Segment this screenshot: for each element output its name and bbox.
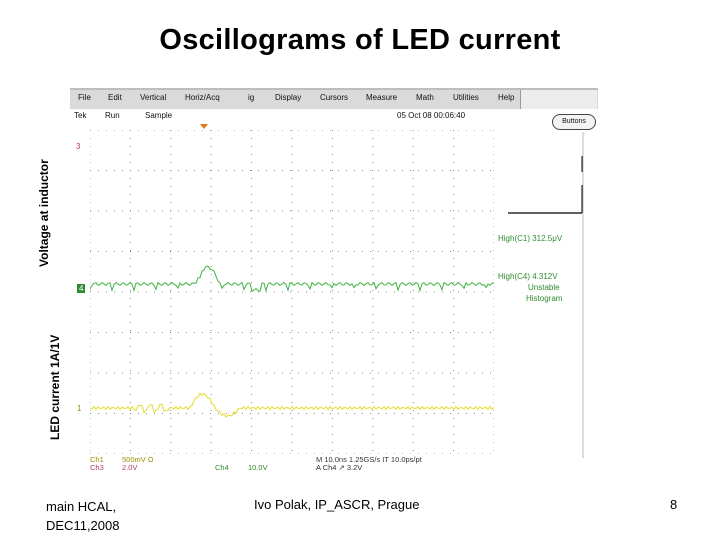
- ch3-label: Ch3: [90, 463, 104, 472]
- menu-cursors[interactable]: Cursors: [320, 93, 349, 102]
- ch1-trace: [89, 392, 495, 418]
- page-number: 8: [670, 497, 678, 512]
- measure-high-c4: High(C4) 4.312V: [498, 272, 558, 281]
- status-run: Run: [105, 111, 120, 120]
- trigger-readout: A Ch4 ↗ 3.2V: [316, 463, 363, 472]
- ch4-scale: 10.0V: [248, 463, 268, 472]
- footer-left: main HCAL, DEC11,2008: [46, 499, 120, 533]
- scope-bottom-readout: Ch1 Ch3 500mV Ω 2.0V Ch4 10.0V M 10.0ns …: [70, 455, 510, 473]
- menu-edit[interactable]: Edit: [108, 93, 122, 102]
- menu-measure[interactable]: Measure: [366, 93, 398, 102]
- scope-statusbar: Tek Run Sample 05 Oct 08 00:06:40: [70, 109, 598, 123]
- scope-menubar: File Edit Vertical Horiz/Acq ig Display …: [70, 88, 598, 109]
- status-acq: Sample: [145, 111, 173, 120]
- slide-title: Oscillograms of LED current: [159, 24, 561, 56]
- ch3-marker: 3: [76, 142, 81, 151]
- ch4-label: Ch4: [215, 463, 229, 472]
- menu-math[interactable]: Math: [416, 93, 434, 102]
- histogram-label: Histogram: [526, 294, 563, 303]
- ch4-trace: [89, 265, 495, 293]
- ch1-label: Ch1: [90, 455, 104, 464]
- menubar-right-panel: [520, 90, 597, 109]
- ch4-marker: 4: [77, 284, 86, 293]
- status-brand: Tek: [74, 111, 87, 120]
- menu-utilities[interactable]: Utilities: [453, 93, 479, 102]
- buttons-toggle[interactable]: Buttons: [552, 114, 596, 130]
- trigger-position-icon: [200, 124, 208, 129]
- menu-horiz-acq[interactable]: Horiz/Acq: [185, 93, 220, 102]
- menu-vertical[interactable]: Vertical: [140, 93, 167, 102]
- footer-center: Ivo Polak, IP_ASCR, Prague: [254, 497, 420, 512]
- axis-label-voltage: Voltage at inductor: [37, 159, 51, 267]
- scope-plot: [89, 129, 495, 455]
- unstable-label: Unstable: [528, 283, 560, 292]
- menu-file[interactable]: File: [78, 93, 91, 102]
- menu-trig[interactable]: ig: [248, 93, 255, 102]
- scope-graticule: [89, 129, 495, 455]
- measure-high-c1: High(C1) 312.5μV: [498, 234, 563, 243]
- axis-label-led-current: LED current 1A/1V: [48, 334, 62, 440]
- status-time: 05 Oct 08 00:06:40: [397, 111, 466, 120]
- ch3-scale: 2.0V: [122, 463, 138, 472]
- timebase-readout: M 10.0ns 1.25GS/s IT 10.0ps/pt: [316, 455, 422, 464]
- ch1-scale: 500mV Ω: [122, 455, 154, 464]
- ch1-marker: 1: [77, 404, 82, 413]
- menu-help[interactable]: Help: [498, 93, 515, 102]
- menu-display[interactable]: Display: [275, 93, 302, 102]
